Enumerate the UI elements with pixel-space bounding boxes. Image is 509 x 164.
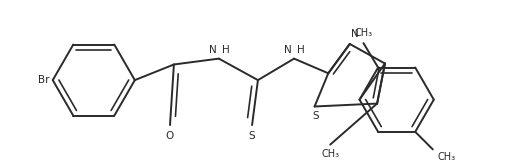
Text: N: N (284, 45, 292, 55)
Text: CH₃: CH₃ (321, 149, 338, 158)
Text: S: S (248, 131, 255, 141)
Text: S: S (312, 111, 318, 121)
Text: H: H (296, 45, 304, 55)
Text: N: N (350, 29, 358, 39)
Text: N: N (209, 45, 216, 55)
Text: O: O (164, 131, 173, 141)
Text: H: H (221, 45, 229, 55)
Text: CH₃: CH₃ (437, 152, 455, 162)
Text: CH₃: CH₃ (354, 28, 372, 38)
Text: Br: Br (38, 75, 50, 85)
